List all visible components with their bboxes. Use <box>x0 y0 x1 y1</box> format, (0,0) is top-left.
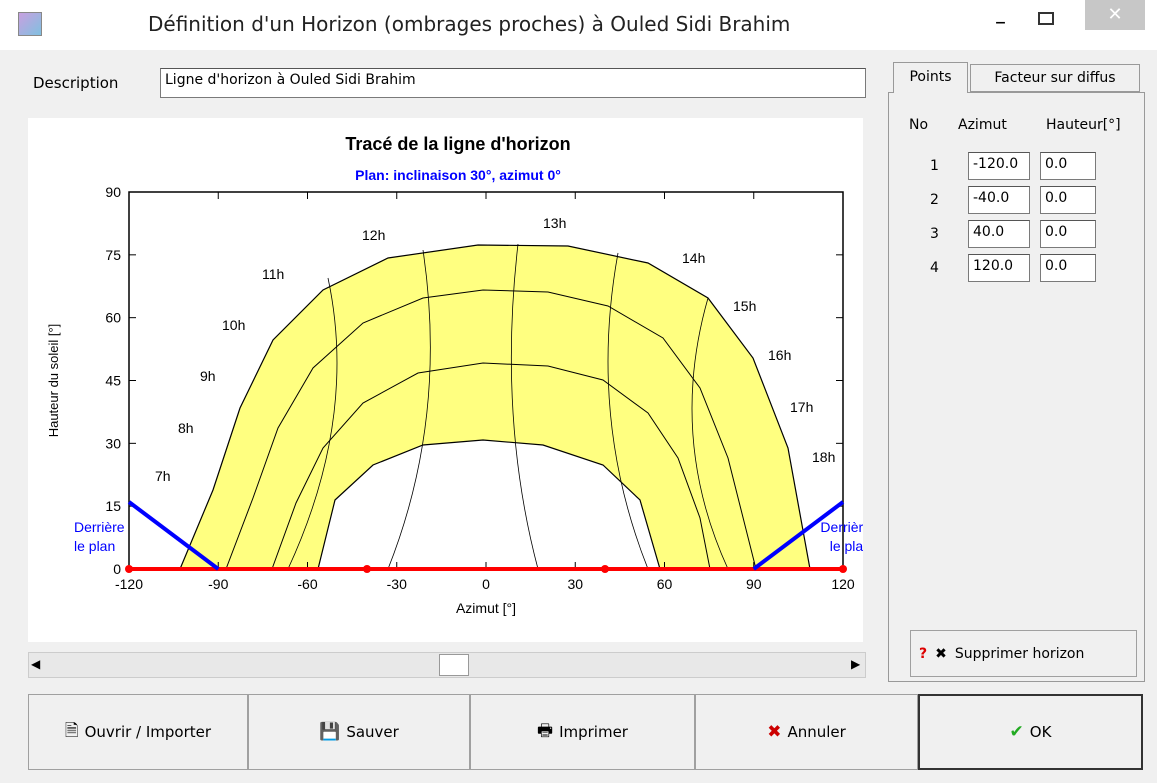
x-tick-label: 0 <box>482 576 490 592</box>
button-icon: ✔ <box>1009 722 1024 742</box>
column-header: No <box>909 117 929 133</box>
h-scrollbar[interactable]: ◀ ▶ <box>28 652 866 678</box>
point <box>363 565 371 573</box>
button-icon: ✖ <box>767 722 782 742</box>
hour-label: 13h <box>543 215 566 231</box>
chart-subtitle: Plan: inclinaison 30°, azimut 0° <box>355 167 561 183</box>
button[interactable]: 🖶 Imprimer <box>470 694 695 770</box>
button-label: Sauver <box>346 723 399 741</box>
azimuth-input[interactable]: 120.0 <box>968 254 1030 282</box>
button[interactable]: ✔ OK <box>918 694 1143 770</box>
sun-path-curve <box>225 289 757 570</box>
azimuth-input[interactable]: -40.0 <box>968 186 1030 214</box>
y-axis-label: Hauteur du soleil [°] <box>46 324 61 438</box>
hour-label: 11h <box>262 266 284 282</box>
button-icon: 💾 <box>319 722 341 742</box>
height-input[interactable]: 0.0 <box>1040 254 1096 282</box>
hour-label: 18h <box>812 449 835 465</box>
button[interactable]: 💾 Sauver <box>248 694 470 770</box>
hour-label: 9h <box>200 368 216 384</box>
description-label: Description <box>33 74 119 92</box>
y-tick-label: 75 <box>105 247 121 263</box>
button-label: Supprimer horizon <box>954 645 1085 662</box>
y-tick-label: 15 <box>105 498 121 514</box>
height-input[interactable]: 0.0 <box>1040 152 1096 180</box>
hour-label: 10h <box>222 317 245 333</box>
maximize[interactable] <box>1038 12 1054 25</box>
button-label: Annuler <box>787 723 846 741</box>
title-bar: Définition d'un Horizon (ombrages proche… <box>0 0 1157 50</box>
button-label: Ouvrir / Importer <box>84 723 212 741</box>
x-tick-label: 30 <box>567 576 583 592</box>
height-input[interactable]: 0.0 <box>1040 186 1096 214</box>
x-tick-label: 90 <box>746 576 762 592</box>
button-icon: 🖶 <box>537 720 554 741</box>
row-number: 1 <box>930 158 939 174</box>
button[interactable]: ✖ Annuler <box>695 694 918 770</box>
button-label: OK <box>1029 723 1052 741</box>
series-line <box>752 500 845 571</box>
x-tick-label: -30 <box>387 576 407 592</box>
x-tick-label: 60 <box>657 576 673 592</box>
tab-panel <box>888 92 1145 682</box>
delete-horizon-button[interactable]: ? ✖ Supprimer horizon <box>910 630 1137 677</box>
hour-label: 12h <box>362 227 385 243</box>
hour-label: 7h <box>155 468 171 484</box>
chart-title: Tracé de la ligne d'horizon <box>345 134 570 154</box>
button-label: Imprimer <box>559 723 628 741</box>
sun-path-curve <box>271 362 711 570</box>
column-header: Azimut <box>958 117 1007 133</box>
annotation: le plan <box>830 538 863 554</box>
hour-label: 14h <box>682 250 705 266</box>
chart: Tracé de la ligne d'horizon Plan: inclin… <box>28 118 863 642</box>
app-icon <box>18 12 42 36</box>
sun-hour-curve <box>287 243 729 570</box>
y-tick-label: 45 <box>105 373 121 389</box>
series-line <box>127 500 220 571</box>
annotation: le plan <box>74 538 115 554</box>
close[interactable]: ✕ <box>1085 0 1145 30</box>
azimuth-input[interactable]: 40.0 <box>968 220 1030 248</box>
scroll-right[interactable]: ▶ <box>851 657 861 671</box>
x-axis-label: Azimut [°] <box>456 600 516 616</box>
point <box>601 565 609 573</box>
x-tick-label: -120 <box>115 576 143 592</box>
button-icon: 🗎 <box>64 720 79 741</box>
hour-label: 16h <box>768 347 791 363</box>
annotation: Derrière <box>74 519 125 535</box>
y-tick-label: 30 <box>105 435 121 451</box>
azimuth-input[interactable]: -120.0 <box>968 152 1030 180</box>
hour-label: 8h <box>178 420 194 436</box>
row-number: 2 <box>930 192 939 208</box>
point <box>125 565 133 573</box>
y-tick-label: 60 <box>105 310 121 326</box>
x-tick-label: 120 <box>831 576 855 592</box>
column-header: Hauteur[°] <box>1046 117 1121 133</box>
row-number: 3 <box>930 226 939 242</box>
scroll-thumb[interactable] <box>439 654 469 676</box>
annotation: Derrière <box>820 519 863 535</box>
window-title: Définition d'un Horizon (ombrages proche… <box>148 12 791 36</box>
minimize[interactable]: – <box>995 10 1006 35</box>
hour-label: 17h <box>790 399 813 415</box>
x-tick-label: -90 <box>208 576 228 592</box>
button[interactable]: 🗎 Ouvrir / Importer <box>28 694 248 770</box>
sun-path-band <box>179 244 811 570</box>
row-number: 4 <box>930 260 939 276</box>
tab[interactable]: Facteur sur diffus <box>970 64 1140 92</box>
hour-label: 15h <box>733 298 756 314</box>
scroll-left[interactable]: ◀ <box>31 657 41 671</box>
y-tick-label: 0 <box>113 561 121 577</box>
y-tick-label: 90 <box>105 184 121 200</box>
point <box>839 565 847 573</box>
description-input[interactable]: Ligne d'horizon à Ouled Sidi Brahim <box>160 68 866 98</box>
x-tick-label: -60 <box>297 576 317 592</box>
height-input[interactable]: 0.0 <box>1040 220 1096 248</box>
tab[interactable]: Points <box>893 62 968 93</box>
